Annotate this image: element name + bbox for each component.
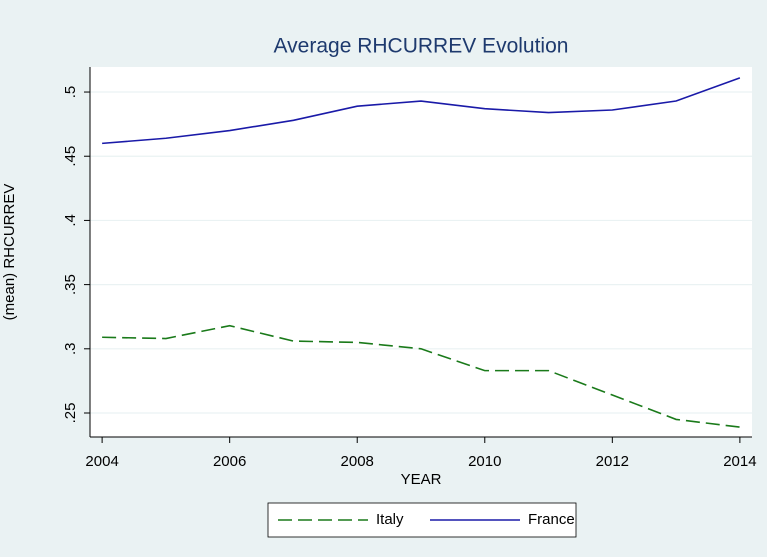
x-tick-label: 2008 bbox=[341, 453, 374, 470]
line-series bbox=[102, 77, 741, 145]
x-axis-label: YEAR bbox=[401, 471, 442, 488]
y-tick-label: .25 bbox=[62, 403, 79, 424]
y-tick-label: .5 bbox=[62, 86, 79, 99]
legend-label: Italy bbox=[376, 511, 404, 528]
legend-label: France bbox=[528, 511, 575, 528]
y-tick-label: .4 bbox=[62, 214, 79, 227]
x-tick-label: 2006 bbox=[213, 453, 246, 470]
y-tick-label: .35 bbox=[62, 274, 79, 295]
line-series bbox=[102, 324, 740, 428]
y-axis-label: (mean) RHCURREV bbox=[1, 184, 18, 321]
y-tick-label: .45 bbox=[62, 146, 79, 167]
x-tick-label: 2014 bbox=[723, 453, 756, 470]
x-tick-label: 2012 bbox=[596, 453, 629, 470]
x-tick-label: 2010 bbox=[468, 453, 501, 470]
plot-area bbox=[90, 67, 752, 437]
chart-title: Average RHCURREV Evolution bbox=[274, 35, 569, 58]
x-tick-label: 2004 bbox=[85, 453, 118, 470]
y-tick-label: .3 bbox=[62, 343, 79, 356]
